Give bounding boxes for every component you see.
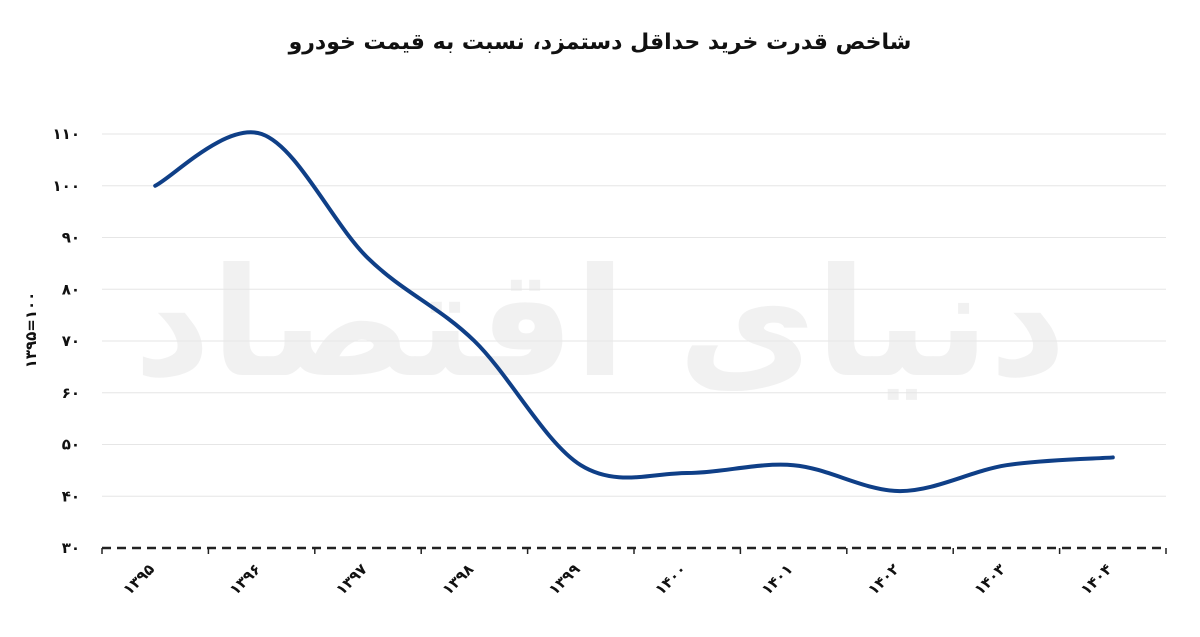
y-tick-label: ۴۰: [62, 487, 80, 505]
y-tick-label: ۳۰: [62, 539, 80, 557]
x-tick-label: ۱۳۹۶: [226, 560, 265, 599]
grid-lines: [102, 133, 1166, 497]
series-line: [153, 130, 1115, 494]
y-tick-label: ۶۰: [62, 384, 80, 402]
x-tick-label: ۱۴۰۳: [971, 560, 1010, 599]
y-axis-title: ۱۳۹۵=۱۰۰: [22, 292, 40, 369]
y-tick-label: ۸۰: [62, 280, 80, 298]
x-tick-label: ۱۳۹۸: [439, 560, 478, 599]
x-axis: [101, 546, 1167, 554]
y-tick-label: ۷۰: [62, 332, 80, 350]
chart-title: شاخص قدرت خرید حداقل دستمزد، نسبت به قیم…: [288, 30, 912, 55]
watermark-logo: دنیای اقتصاد: [134, 237, 1067, 411]
x-tick-label: ۱۳۹۹: [545, 560, 584, 599]
x-tick-label: ۱۳۹۵: [119, 560, 158, 599]
x-tick-label: ۱۴۰۲: [864, 560, 903, 599]
x-tick-label: ۱۳۹۷: [332, 560, 371, 599]
y-tick-label: ۹۰: [62, 229, 80, 247]
x-tick-label: ۱۴۰۰: [651, 560, 690, 599]
series-layer: [153, 130, 1115, 494]
y-tick-label: ۱۰۰: [53, 177, 80, 195]
y-tick-label: ۵۰: [62, 436, 80, 454]
y-tick-label: ۱۱۰: [53, 125, 80, 143]
x-tick-label: ۱۴۰۱: [758, 560, 797, 599]
x-tick-label: ۱۴۰۴: [1077, 560, 1116, 599]
